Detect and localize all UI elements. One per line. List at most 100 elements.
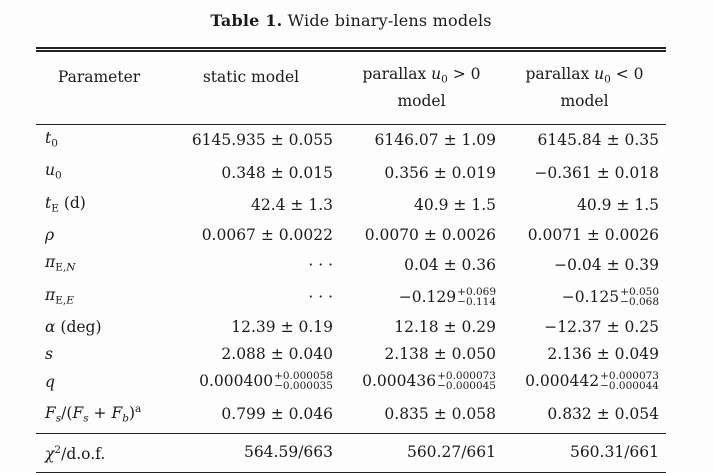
text-segment: /( — [61, 404, 73, 422]
asymmetric-error: +0.000058 −0.000035 — [274, 371, 333, 392]
text-segment: N — [66, 261, 76, 274]
cell-t0-col3: 6145.84 ± 0.35 — [537, 131, 659, 150]
cell-rho-col3: 0.0071 ± 0.0026 — [527, 226, 659, 244]
cell-u0-col2: 0.356 ± 0.019 — [384, 163, 496, 182]
text-segment: α — [45, 318, 56, 336]
table-header: Parameter static model parallax u0 > 0 para… — [36, 50, 666, 125]
text-segment: (deg) — [55, 318, 102, 336]
table-row-rho: ρ 0.0067 ± 0.0022 0.0070 ± 0.0026 0.0071 ± … — [36, 222, 666, 249]
col-header-parallax-u0-pos: parallax u0 > 0 — [340, 50, 503, 92]
col-header-parameter-line2 — [36, 92, 162, 125]
cell-tE-col3: 40.9 ± 1.5 — [576, 196, 659, 215]
text-segment: ρ — [45, 226, 55, 244]
col-header-static-model: static model — [162, 50, 340, 92]
table-caption: Table 1. Wide binary-lens models — [36, 11, 666, 30]
text-segment: /d.o.f. — [61, 444, 106, 463]
cell-q-col2: 0.000436 +0.000073 −0.000045 — [340, 368, 503, 396]
cell-rho-col1: 0.0067 ± 0.0022 — [201, 226, 333, 244]
text-segment: u — [45, 161, 55, 179]
text-segment: a — [135, 403, 142, 415]
paper-page: Table 1. Wide binary-lens models Paramet… — [36, 11, 666, 473]
cell-Fs-ratio-col3: 0.832 ± 0.054 — [547, 404, 659, 423]
text-segment: ) — [128, 404, 135, 422]
error-minus: −0.114 — [457, 295, 496, 308]
text-segment: 0 — [441, 73, 448, 86]
cell-tE-col2: 40.9 ± 1.5 — [413, 196, 496, 215]
col-header-parameter: Parameter — [36, 50, 162, 92]
text-segment: s — [83, 412, 89, 425]
param-label-chi2-dof: χ2/d.o.f. — [36, 433, 162, 472]
cell-piEN-col2: 0.04 ± 0.36 — [404, 255, 496, 274]
param-label-piEN: πE,N — [36, 249, 162, 282]
cell-q-col1: 0.000400 +0.000058 −0.000035 — [162, 368, 340, 396]
table-row-q: q 0.000400 +0.000058 −0.000035 0.000436 +0.00… — [36, 368, 666, 396]
text-segment: 2 — [54, 443, 62, 456]
text-segment: Parameter — [57, 67, 141, 86]
param-label-q: q — [36, 368, 162, 396]
text-segment: u — [431, 65, 442, 83]
cell-chi2-dof-col1: 564.59/663 — [243, 442, 333, 461]
table-caption-label: Table 1. — [210, 11, 283, 30]
text-segment: static model — [202, 67, 300, 86]
text-segment: < 0 — [610, 65, 644, 83]
text-segment: E — [51, 202, 59, 214]
table-row-piEE: πE,E · · · −0.129 +0.069 −0.114 −0.125 +0.050−… — [36, 282, 666, 315]
col-header-parallax-u0-neg-line2: model — [560, 91, 609, 110]
cell-piEE-col3: −0.125 +0.050 −0.068 — [503, 282, 666, 315]
text-segment: E, — [55, 261, 67, 274]
text-segment: F — [72, 404, 84, 422]
binary-lens-models-table: Parameter static model parallax u0 > 0 para… — [36, 47, 666, 473]
cell-piEN-col1: · · · — [308, 255, 333, 274]
text-segment: E, — [55, 294, 67, 306]
cell-s-col2: 2.138 ± 0.050 — [384, 345, 496, 363]
param-label-alpha: α (deg) — [36, 314, 162, 341]
cell-Fs-ratio-col2: 0.835 ± 0.058 — [384, 404, 496, 423]
param-label-u0: u0 — [36, 157, 162, 190]
text-segment: parallax — [362, 65, 432, 83]
text-segment: F — [111, 404, 123, 422]
error-plus: +0.000073 — [437, 370, 496, 382]
cell-t0-col2: 6146.07 ± 1.09 — [374, 131, 496, 150]
text-segment: b — [122, 412, 129, 425]
text-segment: (d) — [58, 193, 86, 212]
error-minus: −0.000045 — [437, 380, 496, 392]
text-segment: u — [594, 65, 605, 83]
error-plus: +0.050 — [620, 285, 659, 298]
cell-q-col3: 0.000442 +0.000073 −0.000044 — [503, 368, 666, 396]
text-segment: 0 — [604, 73, 611, 86]
param-label-t0: t0 — [36, 124, 162, 157]
cell-rho-col2: 0.0070 ± 0.0026 — [364, 226, 496, 244]
cell-alpha-col1: 12.39 ± 0.19 — [231, 318, 333, 336]
asymmetric-error: +0.050 −0.068 — [620, 285, 659, 308]
table-caption-text: Wide binary-lens models — [282, 11, 492, 30]
cell-value: 0.000442 — [525, 372, 600, 390]
cell-piEE-col1: · · · — [308, 288, 333, 307]
cell-value: 0.000436 — [362, 372, 437, 390]
error-minus: −0.068 — [620, 295, 659, 308]
param-label-tE: tE (d) — [36, 190, 162, 223]
text-segment: + — [88, 404, 112, 422]
text-segment: parallax — [525, 65, 595, 83]
param-label-rho: ρ — [36, 222, 162, 249]
cell-u0-col3: −0.361 ± 0.018 — [534, 163, 659, 182]
col-header-static-model-line2 — [162, 92, 340, 125]
table-row-alpha: α (deg) 12.39 ± 0.19 12.18 ± 0.29 −12.37 ± … — [36, 314, 666, 341]
text-segment: π — [45, 253, 56, 271]
cell-chi2-dof-col3: 560.31/661 — [569, 442, 659, 461]
cell-value: 0.000400 — [199, 372, 274, 390]
cell-u0-col1: 0.348 ± 0.015 — [221, 163, 333, 182]
table-row-t0: t0 6145.935 ± 0.055 6146.07 ± 1.09 6145.84 … — [36, 124, 666, 157]
error-minus: −0.000044 — [600, 380, 659, 392]
asymmetric-error: +0.000073 −0.000045 — [437, 370, 496, 392]
text-segment: E — [66, 294, 74, 306]
table-row-piEN: πE,N · · · 0.04 ± 0.36 −0.04 ± 0.39 — [36, 249, 666, 282]
table-row-Fs-ratio: Fs/(Fs + Fb)a 0.799 ± 0.046 0.835 ± 0.058 0… — [36, 396, 666, 433]
asymmetric-error: +0.069 −0.114 — [457, 287, 496, 308]
text-segment: 0 — [54, 169, 62, 182]
table-body: t0 6145.935 ± 0.055 6146.07 ± 1.09 6145.84 … — [36, 124, 666, 472]
cell-tE-col1: 42.4 ± 1.3 — [250, 196, 333, 215]
cell-value: −0.129 — [398, 287, 457, 306]
cell-s-col1: 2.088 ± 0.040 — [221, 345, 333, 363]
cell-alpha-col3: −12.37 ± 0.25 — [544, 318, 659, 336]
cell-value: −0.125 — [561, 287, 620, 306]
